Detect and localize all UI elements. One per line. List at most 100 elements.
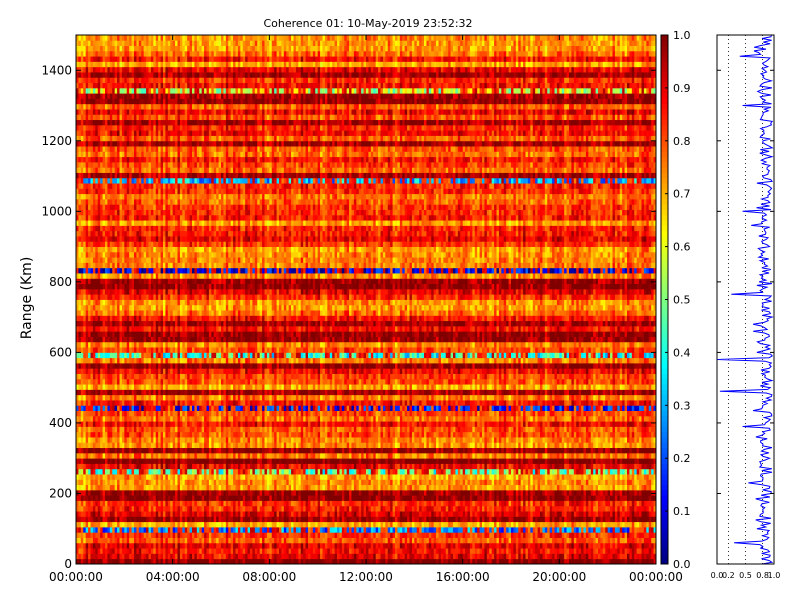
heatmap-cell: [581, 542, 584, 549]
heatmap-cell: [598, 468, 601, 475]
heatmap-cell: [262, 479, 265, 486]
heatmap-cell: [100, 484, 103, 491]
heatmap-cell: [358, 558, 362, 565]
heatmap-cell: [634, 479, 638, 486]
heatmap-cell: [107, 474, 111, 480]
heatmap-cell: [240, 452, 244, 459]
heatmap-cell: [414, 553, 418, 560]
heatmap-cell: [158, 500, 161, 507]
heatmap-cell: [368, 553, 372, 560]
heatmap-cell: [199, 479, 203, 486]
heatmap-cell: [482, 537, 485, 544]
heatmap-cell: [124, 516, 128, 523]
heatmap-cell: [612, 532, 616, 538]
heatmap-cell: [438, 553, 442, 560]
heatmap-cell: [537, 548, 541, 554]
heatmap-cell: [629, 532, 633, 538]
heatmap-cell: [78, 484, 82, 491]
heatmap-cell: [315, 511, 319, 517]
heatmap-cell: [105, 500, 108, 507]
heatmap-cell: [83, 516, 87, 523]
heatmap-cell: [266, 532, 270, 538]
heatmap-cell: [213, 474, 217, 480]
heatmap-cell: [520, 537, 524, 544]
heatmap-cell: [530, 532, 534, 538]
heatmap-cell: [283, 526, 287, 533]
heatmap-cell: [170, 484, 174, 491]
heatmap-cell: [308, 495, 311, 501]
heatmap-cell: [117, 452, 120, 459]
heatmap-cell: [460, 548, 464, 554]
heatmap-cell: [506, 468, 509, 475]
heatmap-row: [76, 526, 657, 533]
heatmap-cell: [455, 542, 459, 549]
heatmap-cell: [153, 548, 157, 554]
heatmap-cell: [467, 468, 471, 475]
heatmap-cell: [624, 479, 628, 486]
heatmap-cell: [85, 495, 89, 501]
heatmap-cell: [240, 489, 244, 496]
heatmap-cell: [136, 452, 140, 459]
heatmap-cell: [264, 463, 268, 470]
heatmap-cell: [250, 468, 253, 475]
heatmap-cell: [126, 495, 130, 501]
heatmap-cell: [271, 526, 275, 533]
heatmap-cell: [629, 548, 633, 554]
heatmap-cell: [542, 548, 546, 554]
heatmap-cell: [134, 505, 137, 512]
heatmap-cell: [300, 484, 304, 491]
heatmap-cell: [337, 479, 340, 486]
heatmap-cell: [204, 474, 207, 480]
heatmap-cell: [324, 516, 328, 523]
heatmap-cell: [590, 548, 594, 554]
heatmap-cell: [639, 537, 642, 544]
heatmap-cell: [590, 500, 594, 507]
heatmap-cell: [515, 521, 519, 528]
heatmap-cell: [527, 511, 531, 517]
heatmap-cell: [211, 458, 215, 464]
heatmap-cell: [496, 474, 500, 480]
heatmap-cell: [378, 521, 381, 528]
heatmap-cell: [537, 505, 541, 512]
heatmap-cell: [474, 479, 478, 486]
heatmap-cell: [532, 511, 536, 517]
heatmap-cell: [552, 463, 555, 470]
heatmap-cell: [216, 553, 219, 560]
heatmap-cell: [624, 521, 628, 528]
heatmap-cell: [465, 495, 468, 501]
heatmap-cell: [90, 558, 94, 565]
heatmap-cell: [353, 484, 357, 491]
heatmap-cell: [204, 484, 207, 491]
heatmap-cell: [380, 489, 384, 496]
heatmap-cell: [129, 521, 132, 528]
heatmap-cell: [315, 521, 319, 528]
heatmap-cell: [337, 548, 340, 554]
heatmap-cell: [532, 479, 536, 486]
heatmap-cell: [312, 505, 316, 512]
heatmap-cell: [344, 542, 348, 549]
heatmap-cell: [102, 542, 106, 549]
heatmap-cell: [515, 548, 519, 554]
heatmap-cell: [617, 553, 621, 560]
heatmap-cell: [283, 521, 287, 528]
heatmap-row: [76, 458, 657, 464]
heatmap-cell: [250, 463, 253, 470]
heatmap-cell: [532, 558, 536, 565]
heatmap-cell: [356, 463, 360, 470]
heatmap-cell: [380, 458, 384, 464]
heatmap-cell: [482, 532, 485, 538]
heatmap-cell: [414, 495, 418, 501]
heatmap-cell: [416, 474, 420, 480]
heatmap-cell: [254, 511, 258, 517]
heatmap-cell: [146, 553, 149, 560]
heatmap-cell: [467, 500, 471, 507]
heatmap-cell: [537, 511, 541, 517]
heatmap-cell: [387, 479, 391, 486]
heatmap-cell: [158, 537, 161, 544]
heatmap-cell: [525, 553, 529, 560]
heatmap-cell: [440, 548, 444, 554]
heatmap-cell: [602, 468, 606, 475]
heatmap-cell: [639, 495, 642, 501]
heatmap-cell: [486, 489, 490, 496]
heatmap-cell: [421, 458, 425, 464]
